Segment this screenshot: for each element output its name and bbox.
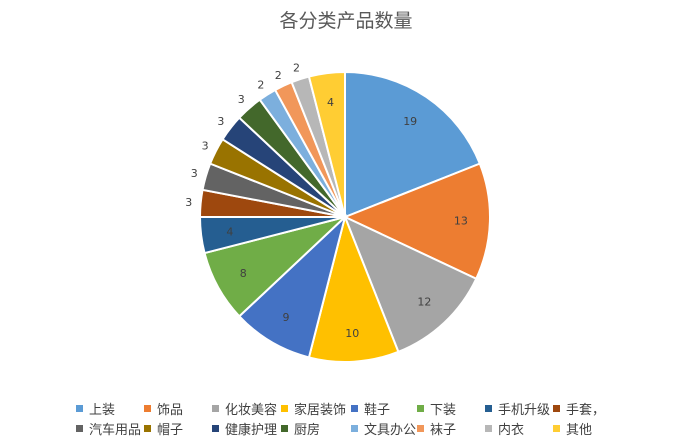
data-label-2: 12 — [417, 296, 431, 309]
pie-slice-2 — [343, 215, 478, 354]
legend-label-3: 家居装饰 — [294, 402, 346, 418]
legend-label-15: 其他 — [566, 423, 592, 438]
legend-swatch-11 — [281, 425, 288, 432]
data-label-14: 2 — [293, 62, 300, 75]
data-label-15: 4 — [327, 96, 334, 109]
pie-slices — [198, 70, 491, 363]
legend-swatch-2 — [212, 405, 219, 412]
legend-label-10: 健康护理 — [225, 422, 277, 438]
legend-swatch-4 — [351, 405, 358, 412]
data-label-0: 19 — [403, 115, 417, 128]
legend-label-12: 文具办公 — [364, 423, 416, 438]
pie-slice-1 — [342, 162, 491, 281]
legend-label-13: 袜子 — [430, 423, 456, 438]
legend-swatch-9 — [144, 425, 151, 432]
data-label-7: 3 — [185, 196, 192, 209]
legend-label-4: 鞋子 — [364, 402, 390, 418]
data-label-13: 2 — [275, 69, 282, 82]
legend-label-9: 帽子 — [157, 422, 183, 438]
legend-swatch-7 — [553, 405, 560, 412]
data-label-9: 3 — [202, 140, 209, 153]
pie-slice-3 — [307, 213, 400, 363]
legend-label-1: 饰品 — [157, 403, 183, 418]
legend-swatch-3 — [281, 405, 288, 412]
legend-swatch-12 — [351, 425, 358, 432]
legend-label-0: 上装 — [89, 403, 115, 418]
data-label-11: 3 — [238, 93, 245, 106]
pie-slice-4 — [237, 213, 347, 359]
data-label-5: 8 — [240, 267, 247, 280]
data-label-8: 3 — [191, 167, 198, 180]
data-label-12: 2 — [257, 78, 264, 91]
legend-label-11: 厨房 — [294, 422, 320, 438]
legend-swatch-6 — [485, 405, 492, 412]
legend-label-14: 内衣 — [498, 422, 524, 438]
legend-label-6: 手机升级 — [498, 403, 550, 418]
legend: 上装 饰品 化妆美容 家居装饰 鞋子 下装 手机升级 手套， 汽车用品 帽子 健康护理 厨房 文具办公袜… — [76, 402, 605, 438]
data-label-1: 13 — [454, 215, 468, 228]
legend-label-8: 汽车用品 — [89, 422, 141, 438]
legend-label-5: 下装 — [430, 403, 456, 418]
legend-swatch-13 — [417, 425, 424, 432]
chart-title: 各分类产品数量 — [279, 10, 412, 32]
legend-swatch-5 — [417, 405, 424, 412]
legend-swatch-8 — [76, 425, 83, 432]
legend-swatch-15 — [553, 425, 560, 432]
data-label-10: 3 — [217, 115, 224, 128]
legend-swatch-0 — [76, 405, 83, 412]
data-label-4: 9 — [283, 311, 290, 324]
pie-slice-15 — [307, 70, 346, 218]
legend-swatch-1 — [144, 405, 151, 412]
pie-slice-0 — [344, 70, 482, 219]
data-label-6: 4 — [226, 226, 233, 239]
data-label-3: 10 — [345, 327, 359, 340]
legend-label-2: 化妆美容 — [225, 402, 277, 418]
legend-label-7: 手套， — [566, 402, 605, 418]
legend-swatch-10 — [212, 425, 219, 432]
legend-swatch-14 — [485, 425, 492, 432]
